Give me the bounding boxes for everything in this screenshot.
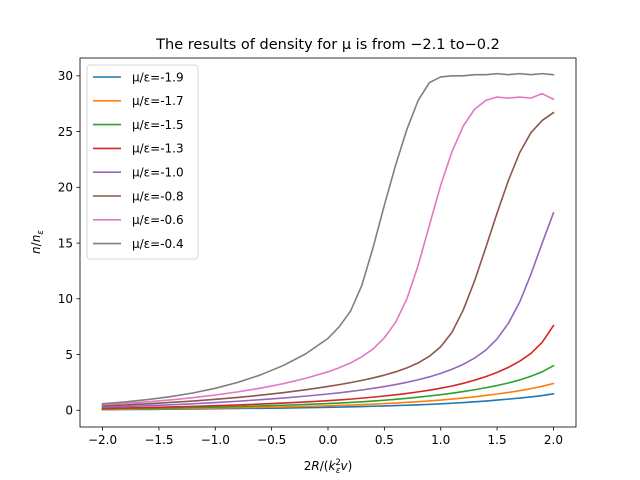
x-tick-label-2: −1.0 bbox=[201, 433, 230, 447]
legend: μ/ε=-1.9 μ/ε=-1.7 μ/ε=-1.5 μ/ε=-1.3 μ/ε=-1.0… bbox=[86, 64, 199, 260]
plot-frame bbox=[79, 57, 577, 428]
legend-label-0: μ/ε=-1.9 bbox=[132, 70, 184, 84]
y-tick-label-1: 5 bbox=[65, 348, 73, 362]
y-tick-label-6: 30 bbox=[58, 69, 73, 83]
legend-label-5: μ/ε=-0.8 bbox=[132, 189, 184, 203]
legend-label-2: μ/ε=-1.5 bbox=[132, 118, 184, 132]
x-tick-label-3: −0.5 bbox=[257, 433, 286, 447]
series-line-7 bbox=[101, 72, 555, 405]
legend-box bbox=[86, 64, 199, 260]
y-tick-label-5: 25 bbox=[58, 125, 73, 139]
series-layer bbox=[101, 72, 555, 411]
x-tick-label-4: 0.0 bbox=[318, 433, 337, 447]
x-tick-label-1: −1.5 bbox=[144, 433, 173, 447]
y-tick-label-4: 20 bbox=[58, 181, 73, 195]
legend-label-6: μ/ε=-0.6 bbox=[132, 213, 184, 227]
series-line-3 bbox=[101, 324, 555, 410]
series-line-1 bbox=[101, 382, 555, 411]
x-axis-label: 2R/(k2 εv) bbox=[304, 458, 353, 476]
x-tick-label-6: 1.0 bbox=[431, 433, 450, 447]
legend-entries: μ/ε=-1.9 μ/ε=-1.7 μ/ε=-1.5 μ/ε=-1.3 μ/ε=-1.0… bbox=[93, 70, 184, 251]
ticks-layer: −2.0 −1.5 −1.0 −0.5 0.0 0.5 1.0 1.5 2.0 0 5 10 15 20 2… bbox=[58, 69, 563, 447]
y-axis-label: n/nε bbox=[29, 230, 46, 254]
y-tick-label-0: 0 bbox=[65, 404, 73, 418]
y-tick-label-2: 10 bbox=[58, 292, 73, 306]
legend-label-4: μ/ε=-1.0 bbox=[132, 166, 184, 180]
x-tick-label-7: 1.5 bbox=[488, 433, 507, 447]
legend-label-7: μ/ε=-0.4 bbox=[132, 237, 184, 251]
series-line-5 bbox=[101, 111, 555, 407]
x-axis-label-prefix: 2 bbox=[304, 459, 312, 473]
chart-title: The results of density for μ is from −2.… bbox=[155, 37, 500, 53]
x-tick-label-0: −2.0 bbox=[88, 433, 117, 447]
legend-label-3: μ/ε=-1.3 bbox=[132, 142, 184, 156]
legend-label-1: μ/ε=-1.7 bbox=[132, 94, 184, 108]
x-tick-label-8: 2.0 bbox=[544, 433, 563, 447]
y-tick-label-3: 15 bbox=[58, 236, 73, 250]
series-line-6 bbox=[101, 92, 555, 406]
x-tick-label-5: 0.5 bbox=[375, 433, 394, 447]
series-line-4 bbox=[101, 211, 555, 408]
series-line-2 bbox=[101, 364, 555, 410]
